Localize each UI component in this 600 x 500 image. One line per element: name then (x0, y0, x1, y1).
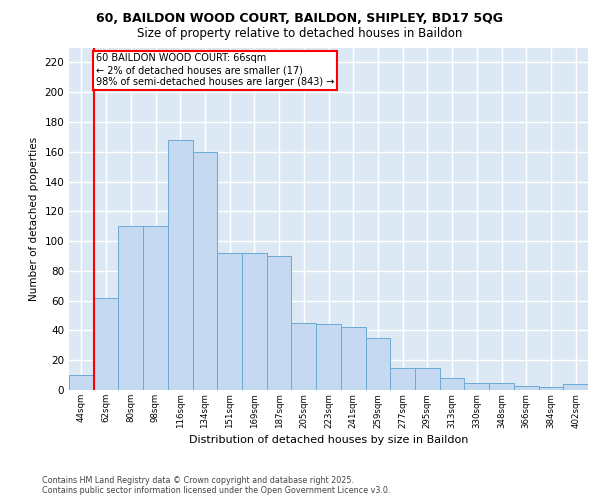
Y-axis label: Number of detached properties: Number of detached properties (29, 136, 39, 301)
Bar (440, 378, 464, 390)
Bar (415, 368, 440, 390)
Bar (69, 375, 94, 390)
Bar (217, 253, 242, 390)
Bar (539, 387, 563, 390)
Bar (316, 324, 341, 390)
Bar (514, 386, 539, 390)
Bar (118, 226, 143, 390)
Bar (365, 338, 390, 390)
Bar (489, 382, 514, 390)
Text: Size of property relative to detached houses in Baildon: Size of property relative to detached ho… (137, 28, 463, 40)
Bar (563, 384, 588, 390)
Text: 60 BAILDON WOOD COURT: 66sqm
← 2% of detached houses are smaller (17)
98% of sem: 60 BAILDON WOOD COURT: 66sqm ← 2% of det… (95, 54, 334, 86)
Bar (341, 328, 365, 390)
Bar (143, 226, 168, 390)
X-axis label: Distribution of detached houses by size in Baildon: Distribution of detached houses by size … (189, 434, 468, 444)
Bar (292, 323, 316, 390)
Bar (464, 382, 489, 390)
Bar (193, 152, 217, 390)
Bar (94, 298, 118, 390)
Bar (168, 140, 193, 390)
Bar (242, 253, 267, 390)
Bar (267, 256, 292, 390)
Text: 60, BAILDON WOOD COURT, BAILDON, SHIPLEY, BD17 5QG: 60, BAILDON WOOD COURT, BAILDON, SHIPLEY… (97, 12, 503, 26)
Bar (390, 368, 415, 390)
Text: Contains HM Land Registry data © Crown copyright and database right 2025.
Contai: Contains HM Land Registry data © Crown c… (42, 476, 391, 495)
